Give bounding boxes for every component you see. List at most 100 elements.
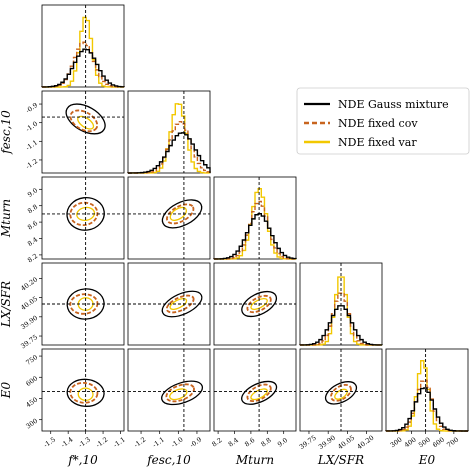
contour-nde-fixed-var-3-1 — [169, 297, 188, 311]
xtick-label-3-40.20: 40.20 — [356, 434, 376, 451]
marginal-nde-gauss-mixture-4 — [385, 387, 469, 432]
ytick-label-3-39.90: 39.90 — [19, 314, 39, 331]
panel-frame-2-0 — [41, 176, 125, 260]
ytick-label-1--1.0: -1.0 — [24, 120, 39, 134]
marginal-nde-fixed-var-1 — [128, 103, 211, 174]
xaxis-label-1: fesc,10 — [146, 453, 191, 467]
contour-nde-gauss-mixture-2-1 — [161, 199, 203, 229]
ytick-label-2-8.4: 8.4 — [26, 236, 39, 248]
contour-nde-gauss-mixture-3-1 — [161, 290, 203, 318]
panel-frame-0-0 — [41, 4, 125, 88]
ytick-label-3-39.75: 39.75 — [19, 333, 39, 350]
contour-nde-gauss-mixture-3-0 — [66, 288, 105, 320]
xtick-label-3-39.75: 39.75 — [298, 434, 318, 451]
contour-nde-fixed-cov-4-1 — [165, 383, 195, 403]
contour-nde-gauss-mixture-3-2 — [241, 290, 278, 318]
contour-nde-fixed-cov-3-2 — [246, 294, 272, 314]
xtick-label-3-39.90: 39.90 — [317, 434, 337, 451]
xtick-label-1--1.0: -1.0 — [170, 435, 185, 449]
marginal-nde-gauss-mixture-2 — [213, 213, 297, 260]
marginal-nde-fixed-var-4 — [386, 360, 468, 432]
xtick-label-4-400: 400 — [403, 436, 418, 450]
xtick-label-1--1.1: -1.1 — [151, 435, 166, 449]
contour-nde-gauss-mixture-4-1 — [161, 380, 204, 406]
legend: NDE Gauss mixture NDE fixed cov NDE fixe… — [296, 87, 470, 155]
xtick-label-1--0.9: -0.9 — [188, 435, 203, 449]
xtick-label-0--1.5: -1.5 — [42, 435, 57, 449]
panel-frame-1-0 — [41, 90, 125, 174]
ytick-label-3-40.20: 40.20 — [19, 275, 39, 292]
contour-nde-fixed-var-4-2 — [250, 388, 268, 401]
contour-nde-fixed-cov-1-0 — [69, 109, 99, 133]
contour-nde-fixed-var-2-0 — [76, 206, 96, 222]
yaxis-label-4: E0 — [0, 381, 13, 399]
panel-frame-2-1 — [127, 176, 211, 260]
legend-label-fixed-var: NDE fixed var — [338, 136, 417, 149]
panel-frame-1-1 — [127, 90, 211, 174]
xtick-label-4-500: 500 — [417, 436, 432, 450]
contour-nde-gauss-mixture-4-3 — [324, 381, 358, 405]
panel-frame-4-1 — [127, 348, 211, 432]
contour-nde-gauss-mixture-2-0 — [66, 196, 105, 231]
contour-nde-fixed-cov-4-3 — [330, 383, 352, 402]
xtick-label-1--1.2: -1.2 — [132, 435, 147, 449]
marginal-nde-gauss-mixture-0 — [41, 48, 125, 88]
yaxis-label-1: fesc,10 — [0, 110, 13, 155]
ytick-label-4-450: 450 — [24, 396, 39, 410]
xaxis-label-4: E0 — [418, 453, 436, 467]
ytick-label-2-9.0: 9.0 — [26, 186, 39, 198]
xtick-label-0--1.1: -1.1 — [112, 435, 127, 449]
ytick-label-4-750: 750 — [24, 353, 39, 367]
contour-nde-fixed-var-3-2 — [250, 297, 268, 311]
yaxis-label-2: Mturn — [0, 199, 13, 238]
xtick-label-0--1.4: -1.4 — [60, 435, 75, 449]
panel-frame-2-2 — [213, 176, 297, 260]
xtick-label-4-300: 300 — [389, 436, 404, 450]
contour-nde-fixed-var-2-1 — [169, 206, 187, 221]
ytick-label-4-300: 300 — [24, 417, 39, 431]
xtick-label-3-40.05: 40.05 — [336, 434, 356, 451]
xtick-label-2-8.8: 8.8 — [260, 436, 273, 448]
xaxis-label-3: LX/SFR — [317, 453, 364, 467]
contour-nde-fixed-cov-3-1 — [165, 294, 195, 314]
contour-nde-fixed-var-4-1 — [169, 388, 188, 401]
panels-layer: -0.9-1.0-1.1-1.2fesc,109.08.88.68.48.2Mt… — [0, 4, 469, 467]
contour-nde-fixed-cov-4-2 — [246, 383, 272, 403]
contour-nde-fixed-cov-3-0 — [69, 293, 99, 315]
ytick-label-3-40.05: 40.05 — [19, 295, 39, 312]
xaxis-label-2: Mturn — [235, 453, 274, 467]
xaxis-label-0: f*,10 — [67, 453, 98, 467]
contour-nde-fixed-var-1-0 — [77, 115, 95, 130]
ytick-label-2-8.2: 8.2 — [26, 252, 39, 264]
panel-frame-4-2 — [213, 348, 297, 432]
contour-nde-gauss-mixture-4-2 — [241, 380, 278, 405]
marginal-nde-fixed-cov-2 — [213, 200, 297, 260]
xtick-label-2-8.6: 8.6 — [243, 436, 256, 448]
ytick-label-1--1.1: -1.1 — [24, 138, 39, 152]
contour-nde-fixed-var-4-3 — [334, 388, 348, 400]
xtick-label-2-9.0: 9.0 — [276, 436, 289, 448]
xtick-label-4-600: 600 — [431, 436, 446, 450]
contour-nde-fixed-cov-4-0 — [69, 381, 99, 404]
yaxis-label-3: LX/SFR — [0, 281, 13, 328]
xtick-label-0--1.2: -1.2 — [94, 435, 109, 449]
panel-frame-4-4 — [385, 348, 469, 432]
marginal-nde-fixed-var-2 — [214, 188, 297, 260]
ytick-label-2-8.8: 8.8 — [26, 203, 39, 215]
marginal-nde-gauss-mixture-1 — [127, 132, 211, 174]
xtick-label-4-700: 700 — [445, 436, 460, 450]
panel-frame-4-0 — [41, 348, 125, 432]
legend-box — [296, 87, 470, 155]
xtick-label-0--1.3: -1.3 — [77, 435, 92, 449]
xtick-label-2-8.4: 8.4 — [227, 436, 240, 448]
legend-label-fixed-cov: NDE fixed cov — [338, 117, 418, 130]
contour-nde-fixed-var-4-0 — [77, 387, 94, 402]
contour-nde-gauss-mixture-1-0 — [65, 103, 106, 135]
xtick-label-2-8.2: 8.2 — [210, 436, 223, 448]
marginal-nde-fixed-var-0 — [42, 16, 124, 88]
contour-nde-fixed-var-3-0 — [77, 297, 94, 311]
legend-label-gauss: NDE Gauss mixture — [338, 98, 449, 111]
ytick-label-4-600: 600 — [24, 374, 39, 388]
ytick-label-1--1.2: -1.2 — [24, 157, 39, 171]
